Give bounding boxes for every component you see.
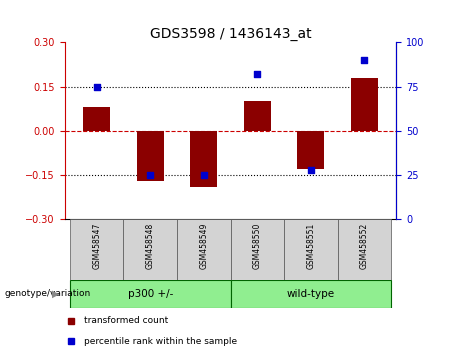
Bar (284, 219, 337, 280)
Text: GSM458551: GSM458551 (306, 222, 315, 269)
Bar (244, 102, 271, 131)
Bar (137, 131, 164, 181)
Point (147, 172, 154, 178)
Bar (177, 219, 230, 280)
Bar (83, 107, 110, 131)
Bar (124, 219, 177, 280)
Bar (230, 219, 284, 280)
Bar (297, 131, 324, 169)
Text: GSM458550: GSM458550 (253, 222, 262, 269)
Bar (230, 280, 391, 308)
Bar (70, 219, 124, 280)
Text: p300 +/-: p300 +/- (128, 289, 173, 299)
Bar (351, 78, 378, 131)
Point (307, 167, 314, 173)
Text: percentile rank within the sample: percentile rank within the sample (84, 337, 237, 346)
Text: GSM458552: GSM458552 (360, 222, 369, 269)
Text: GSM458548: GSM458548 (146, 222, 155, 269)
Point (93, 84, 100, 90)
Title: GDS3598 / 1436143_at: GDS3598 / 1436143_at (150, 28, 311, 41)
Text: wild-type: wild-type (287, 289, 335, 299)
Text: GSM458549: GSM458549 (199, 222, 208, 269)
Point (200, 172, 207, 178)
Bar (70, 280, 230, 308)
Text: genotype/variation: genotype/variation (5, 289, 91, 298)
Bar (190, 131, 217, 187)
Text: transformed count: transformed count (84, 316, 169, 325)
Text: ▶: ▶ (53, 289, 60, 299)
Point (254, 72, 261, 77)
Text: GSM458547: GSM458547 (92, 222, 101, 269)
Point (361, 57, 368, 63)
Bar (337, 219, 391, 280)
